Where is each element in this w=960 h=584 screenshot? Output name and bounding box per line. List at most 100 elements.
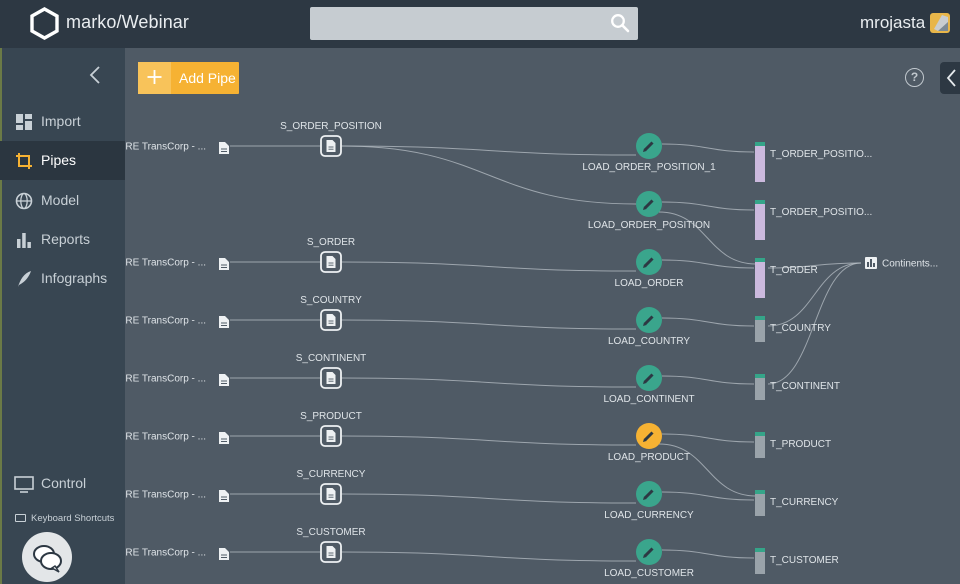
pipe-connector (340, 145, 637, 156)
source-file-icon[interactable] (219, 374, 229, 386)
report-node[interactable] (865, 257, 877, 269)
pipe-connector (340, 551, 637, 562)
source-label: RE TransCorp - ... (125, 374, 206, 385)
sidebar-item-label: Model (41, 192, 80, 208)
control-label: Control (41, 475, 87, 491)
staging-node[interactable] (320, 135, 342, 157)
chat-button[interactable] (22, 532, 72, 582)
staging-label: S_PRODUCT (300, 411, 362, 422)
load-node[interactable] (636, 423, 662, 449)
app-title[interactable]: marko/Webinar (66, 12, 190, 32)
load-node[interactable] (636, 133, 662, 159)
add-pipe-label: Add Pipe (179, 70, 236, 86)
load-node[interactable] (636, 249, 662, 275)
load-label: LOAD_COUNTRY (608, 336, 690, 347)
help-icon[interactable]: ? (905, 68, 924, 87)
staging-node[interactable] (320, 309, 342, 331)
source-file-icon[interactable] (219, 258, 229, 270)
load-node[interactable] (636, 539, 662, 565)
source-label: RE TransCorp - ... (125, 490, 206, 501)
sidebar-item-reports[interactable]: Reports (0, 220, 125, 259)
staging-label: S_ORDER (307, 237, 355, 248)
pipe-connector (661, 375, 755, 385)
target-label: T_ORDER_POSITIO... (770, 149, 872, 160)
load-label: LOAD_CURRENCY (604, 510, 694, 521)
search-icon[interactable] (610, 13, 630, 33)
source-file-icon[interactable] (219, 490, 229, 502)
staging-node[interactable] (320, 425, 342, 447)
target-table-node[interactable] (755, 200, 765, 240)
keyboard-shortcuts-label: Keyboard Shortcuts (31, 513, 115, 524)
keyboard-shortcuts-link[interactable]: Keyboard Shortcuts (15, 513, 114, 524)
add-pipe-button[interactable]: Add Pipe (138, 62, 239, 94)
source-file-icon[interactable] (219, 142, 229, 154)
pipeline-edges (229, 143, 862, 562)
sidebar-item-model[interactable]: Model (0, 181, 125, 220)
feather-icon (18, 271, 31, 287)
avatar[interactable] (929, 12, 951, 34)
chart-icon (867, 262, 869, 267)
pipe-connector (340, 145, 637, 205)
monitor-icon (14, 476, 34, 493)
sidebar-item-infographs[interactable]: Infographs (0, 259, 125, 298)
document-icon (326, 488, 336, 500)
source-label: RE TransCorp - ... (125, 316, 206, 327)
load-label: LOAD_PRODUCT (608, 452, 690, 463)
pipe-connector (767, 262, 862, 269)
document-icon (326, 372, 336, 384)
sidebar (0, 48, 125, 584)
target-label: T_CURRENCY (770, 497, 839, 508)
load-label: LOAD_ORDER (615, 278, 684, 289)
staging-node[interactable] (320, 483, 342, 505)
pencil-icon (643, 257, 654, 268)
collapse-sidebar-icon[interactable] (87, 64, 103, 86)
load-node[interactable] (636, 365, 662, 391)
target-label: T_COUNTRY (770, 323, 831, 334)
keyboard-icon (15, 514, 26, 522)
pencil-icon (643, 141, 654, 152)
pipe-connector (340, 261, 637, 272)
logo-icon[interactable] (29, 7, 60, 40)
sidebar-item-label: Import (41, 113, 81, 129)
staging-label: S_CUSTOMER (296, 527, 365, 538)
expand-panel-button[interactable] (940, 62, 960, 94)
pipe-connector (661, 317, 755, 327)
staging-label: S_CURRENCY (297, 469, 366, 480)
target-table-node[interactable] (755, 142, 765, 182)
sidebar-item-pipes[interactable]: Pipes (0, 141, 125, 180)
pencil-icon (643, 199, 654, 210)
user-name[interactable]: mrojasta (860, 13, 926, 32)
load-node[interactable] (636, 307, 662, 333)
pencil-icon (643, 489, 654, 500)
pipe-connector (661, 433, 755, 443)
pencil-icon (643, 547, 654, 558)
staging-node[interactable] (320, 251, 342, 273)
pipe-connector (767, 262, 862, 385)
load-node[interactable] (636, 191, 662, 217)
pipe-connector (767, 262, 862, 327)
plus-icon (147, 70, 162, 84)
sidebar-item-import[interactable]: Import (0, 102, 125, 141)
bar-chart-icon (17, 233, 31, 248)
source-file-icon[interactable] (219, 548, 229, 560)
target-table-node[interactable] (755, 316, 765, 342)
load-label: LOAD_ORDER_POSITION_1 (582, 162, 716, 173)
load-node[interactable] (636, 481, 662, 507)
search-input[interactable] (310, 7, 638, 40)
staging-label: S_COUNTRY (300, 295, 362, 306)
sidebar-item-control[interactable]: Control (0, 466, 125, 502)
staging-node[interactable] (320, 541, 342, 563)
source-file-icon[interactable] (219, 316, 229, 328)
target-table-node[interactable] (755, 258, 765, 298)
source-label: RE TransCorp - ... (125, 548, 206, 559)
staging-node[interactable] (320, 367, 342, 389)
target-table-node[interactable] (755, 490, 765, 516)
dashboard-icon (16, 114, 32, 130)
sidebar-item-label: Pipes (41, 152, 77, 168)
target-table-node[interactable] (755, 548, 765, 574)
source-file-icon[interactable] (219, 432, 229, 444)
target-table-node[interactable] (755, 432, 765, 458)
target-table-node[interactable] (755, 374, 765, 400)
target-label: T_CONTINENT (770, 381, 840, 392)
chevron-left-icon (946, 69, 956, 87)
